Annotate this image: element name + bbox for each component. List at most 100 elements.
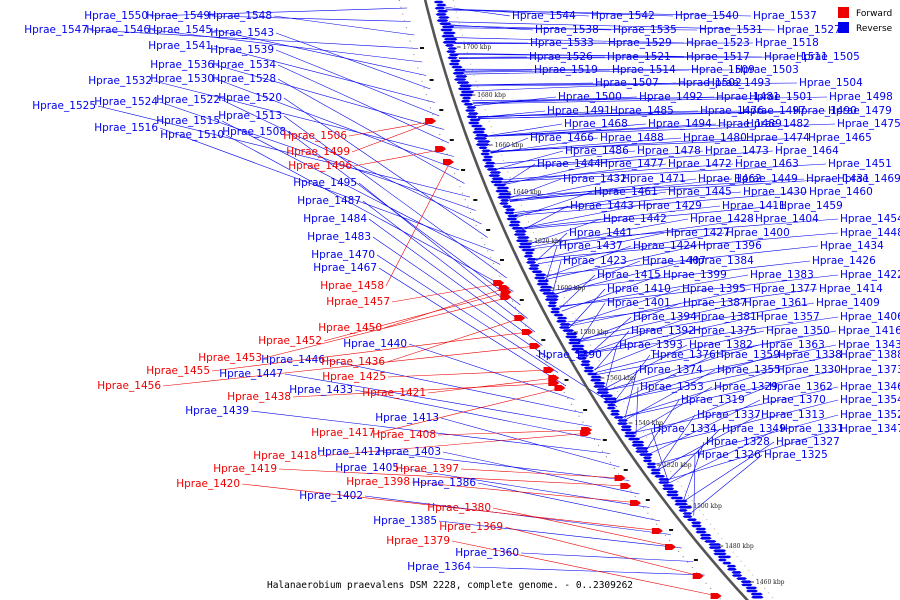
gene-label: Hprae_1494 — [648, 118, 712, 130]
leader-line — [691, 454, 763, 513]
leader-line — [569, 288, 606, 328]
leader-line — [438, 520, 682, 549]
leader-line — [153, 80, 454, 157]
reverse-gene — [528, 267, 540, 270]
reverse-gene — [493, 183, 506, 187]
leader-line — [569, 288, 752, 327]
leader-line — [543, 245, 819, 276]
gene-label: Hprae_1497 — [742, 105, 806, 117]
leader-line — [277, 64, 450, 144]
leader-line — [535, 232, 665, 261]
leader-line — [521, 205, 721, 229]
reverse-gene — [731, 571, 742, 574]
gene-label: Hprae_1430 — [743, 186, 807, 198]
leader-line — [559, 274, 749, 308]
reverse-gene — [574, 351, 589, 354]
gene-label: Hprae_1531 — [699, 24, 763, 36]
reverse-gene — [708, 543, 721, 546]
scale-tick-label: 1680 kbp — [477, 92, 506, 99]
leader-line — [284, 373, 592, 427]
leader-line — [449, 24, 534, 31]
leader-line — [578, 302, 606, 343]
leader-line — [364, 495, 671, 535]
leader-line — [368, 218, 543, 346]
gene-label: Hprae_1524 — [94, 96, 158, 108]
gene-label: Hprae_1457 — [326, 296, 390, 308]
leader-line — [650, 428, 669, 483]
scale-tick-label: 1700 kbp — [463, 44, 492, 51]
leader-line — [595, 330, 765, 373]
leader-line — [458, 56, 795, 59]
leader-line — [509, 178, 621, 202]
gene-label: Hprae_1463 — [735, 158, 799, 170]
reverse-gene — [583, 366, 595, 370]
gene-label: Hprae_1363 — [761, 339, 825, 351]
reverse-gene — [674, 502, 688, 506]
forward-gene — [435, 146, 447, 152]
gene-label: Hprae_1538 — [535, 24, 599, 36]
leader-line — [484, 123, 647, 137]
scale-tick-label: 1500 kbp — [693, 503, 722, 510]
leader-line — [682, 441, 775, 503]
gene-label: Hprae_1483 — [307, 231, 371, 243]
leader-line — [278, 468, 628, 487]
reverse-gene — [435, 13, 447, 16]
leader-line — [584, 316, 692, 354]
reverse-gene — [559, 323, 571, 326]
leader-line — [658, 414, 760, 470]
reverse-gene — [518, 245, 532, 249]
gene-label: Hprae_1472 — [668, 158, 732, 170]
leader-line — [633, 386, 713, 433]
reverse-gene — [717, 555, 732, 559]
small-gene — [623, 469, 628, 471]
gene-label: Hprae_1334 — [653, 423, 717, 435]
legend-label: Reverse — [856, 24, 893, 34]
gene-label: Hprae_1376 — [652, 349, 716, 361]
leader-line — [537, 232, 725, 265]
gene-label: Hprae_1355 — [717, 364, 781, 376]
reverse-gene — [631, 440, 645, 444]
gene-label: Hprae_1502 — [678, 77, 742, 89]
gene-label: Hprae_1395 — [682, 283, 746, 295]
reverse-gene — [603, 397, 617, 401]
gene-label: Hprae_1331 — [780, 423, 844, 435]
gene-label: Hprae_1480 — [683, 132, 747, 144]
gene-label: Hprae_1442 — [603, 213, 667, 225]
gene-label: Hprae_1441 — [569, 227, 633, 239]
reverse-gene — [490, 180, 503, 184]
reverse-gene — [496, 186, 510, 190]
reverse-gene — [484, 161, 496, 165]
reverse-gene — [448, 62, 460, 66]
forward-gene — [620, 483, 632, 489]
gene-label: Hprae_1420 — [176, 478, 240, 490]
reverse-gene — [439, 22, 452, 25]
gene-label: Hprae_1486 — [565, 145, 629, 157]
gene-label: Hprae_1374 — [639, 364, 703, 376]
reverse-gene — [750, 592, 763, 596]
gene-label: Hprae_1454 — [840, 213, 900, 225]
leader-line — [682, 441, 705, 502]
gene-label: Hprae_1496 — [288, 160, 352, 172]
reverse-gene — [447, 56, 458, 60]
reverse-gene — [596, 388, 610, 391]
reverse-gene — [568, 341, 581, 345]
leader-line — [544, 245, 632, 278]
reverse-gene — [550, 307, 561, 311]
leader-line — [509, 178, 836, 200]
gene-label: Hprae_1361 — [744, 297, 808, 309]
gene-label: Hprae_1412 — [317, 446, 381, 458]
reverse-gene — [447, 47, 458, 50]
map-caption: Halanaerobium praevalens DSM 2228, compl… — [267, 580, 633, 591]
gene-label: Hprae_1523 — [686, 37, 750, 49]
leader-line — [553, 260, 641, 296]
forward-gene — [665, 544, 676, 550]
small-gene — [429, 79, 434, 81]
leader-line — [693, 454, 696, 516]
scale-tick-label: 1520 kbp — [663, 462, 692, 469]
gene-features — [420, 0, 764, 599]
reverse-gene — [704, 540, 717, 543]
gene-label: Hprae_1547 — [24, 24, 88, 36]
legend-label: Forward — [856, 9, 892, 19]
reverse-gene — [544, 298, 559, 301]
gene-label: Hprae_1408 — [372, 429, 436, 441]
